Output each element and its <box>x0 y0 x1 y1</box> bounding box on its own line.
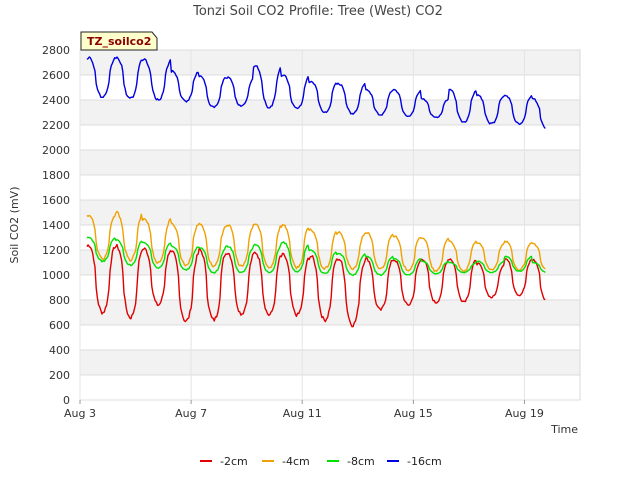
legend-label: -4cm <box>282 455 310 468</box>
badge-box <box>80 31 158 51</box>
series-lines <box>86 56 546 328</box>
legend-label: -16cm <box>407 455 442 468</box>
y-tick-label: 2800 <box>42 44 70 57</box>
chart-title: Tonzi Soil CO2 Profile: Tree (West) CO2 <box>192 4 443 19</box>
plot-band <box>80 75 580 100</box>
series-line-minus-8cm <box>86 236 546 277</box>
plot-band <box>80 275 580 300</box>
plot-band <box>80 125 580 150</box>
plot-band <box>80 325 580 350</box>
x-tick-label: Aug 19 <box>505 407 544 420</box>
plot-band <box>80 375 580 400</box>
plot-band <box>80 50 580 75</box>
series-line-minus-4cm <box>86 210 546 273</box>
y-tick-label: 200 <box>49 369 70 382</box>
legend-label: -8cm <box>347 455 375 468</box>
y-axis-label: Soil CO2 (mV) <box>8 187 21 264</box>
series-line-minus-16cm <box>86 56 546 129</box>
plot-band <box>80 350 580 375</box>
legend-label: -2cm <box>220 455 248 468</box>
y-tick-label: 1000 <box>42 269 70 282</box>
y-tick-label: 1600 <box>42 194 70 207</box>
y-tick-label: 2200 <box>42 119 70 132</box>
y-tick-label: 2600 <box>42 69 70 82</box>
badge-label: TZ_soilco2 <box>87 35 151 48</box>
y-tick-label: 2000 <box>42 144 70 157</box>
y-tick-label: 2400 <box>42 94 70 107</box>
plot-background <box>79 49 581 401</box>
x-tick-label: Aug 3 <box>64 407 96 420</box>
y-tick-label: 400 <box>49 344 70 357</box>
x-tick-label: Aug 15 <box>394 407 433 420</box>
y-tick-label: 1800 <box>42 169 70 182</box>
x-tick-label: Aug 7 <box>175 407 207 420</box>
plot-band <box>80 175 580 200</box>
y-tick-label: 0 <box>63 394 70 407</box>
plot-band <box>80 225 580 250</box>
plot-band <box>80 150 580 175</box>
x-axis-label: Time <box>550 423 578 436</box>
x-axis-ticks: Aug 3 Aug 7 Aug 11 Aug 15 Aug 19 <box>64 400 544 420</box>
series-line-minus-2cm <box>86 243 546 328</box>
badge: TZ_soilco2 <box>80 31 158 51</box>
y-tick-label: 1200 <box>42 244 70 257</box>
plot-band <box>80 200 580 225</box>
x-tick-label: Aug 11 <box>283 407 322 420</box>
y-axis-ticks: 0 200 400 600 800 1000 1200 1400 1600 1800 2000 220… <box>42 44 70 407</box>
y-tick-label: 1400 <box>42 219 70 232</box>
y-tick-label: 600 <box>49 319 70 332</box>
legend: -2cm -4cm -8cm -16cm <box>200 455 442 468</box>
y-tick-label: 800 <box>49 294 70 307</box>
